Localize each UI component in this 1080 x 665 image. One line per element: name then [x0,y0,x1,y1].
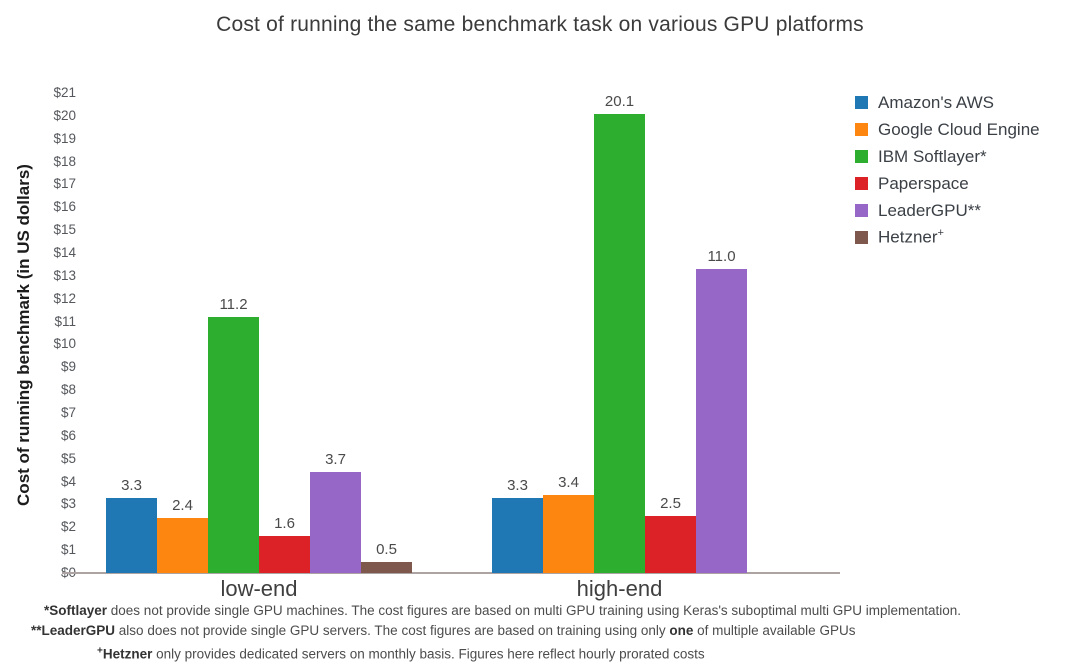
y-tick-label: $21 [53,85,76,100]
legend-swatch-icon [855,231,868,244]
legend-item-hetzner[interactable]: Hetzner+ [855,224,1040,251]
bar-ibm-softlayer-high-end[interactable] [594,113,645,573]
legend-item-ibm-softlayer-[interactable]: IBM Softlayer* [855,143,1040,170]
legend-item-leadergpu-[interactable]: LeaderGPU** [855,197,1040,224]
legend-swatch-icon [855,204,868,217]
legend-item-amazon-s-aws[interactable]: Amazon's AWS [855,89,1040,116]
chart-title: Cost of running the same benchmark task … [216,13,864,36]
legend-label-superscript: + [937,227,944,240]
bar-value-label: 20.1 [604,92,635,110]
y-tick-label: $16 [53,199,76,215]
footnote-text: only provides dedicated servers on month… [152,646,705,662]
bar-value-label: 3.3 [507,476,528,494]
footnotes: *Softlayer does not provide single GPU m… [0,601,1080,665]
legend-label: Amazon's AWS [878,92,994,112]
bar-value-label: 2.4 [172,497,193,515]
bar-google-cloud-engine-low-end[interactable] [157,518,208,573]
legend-swatch-icon [855,123,868,136]
footnote-emphasis: + [97,645,103,656]
y-tick-label: $11 [54,313,76,329]
bar-paperspace-low-end[interactable] [259,536,310,573]
y-tick-label: $19 [53,130,76,146]
legend-swatch-icon [855,150,868,163]
bar-ibm-softlayer-low-end[interactable] [208,317,259,573]
footnote-text: does not provide single GPU machines. Th… [107,603,962,618]
x-axis-line [62,572,840,574]
bar-leadergpu-high-end[interactable] [696,269,747,573]
y-tick-label: $8 [60,382,76,398]
bar-value-label: 3.4 [558,474,579,492]
legend-swatch-icon [855,96,868,109]
y-tick-label: $5 [60,450,76,466]
bar-value-label: 1.6 [274,515,295,533]
bar-value-label: 11.0 [707,248,736,265]
y-tick-label: $17 [53,176,76,192]
y-tick-label: $12 [53,290,76,306]
bar-value-label: 2.5 [660,494,681,512]
legend-label: IBM Softlayer* [878,146,987,166]
y-tick-label: $4 [60,473,76,489]
bar-paperspace-high-end[interactable] [645,515,696,573]
footnote-line-2: **LeaderGPU also does not provide single… [0,621,1080,641]
y-tick-label: $14 [53,245,76,260]
y-tick-label: $3 [60,496,76,512]
footnote-emphasis: Hetzner [102,646,153,662]
bar-value-label: 11.2 [219,296,248,313]
legend: Amazon's AWS Google Cloud Engine IBM Softl… [855,89,1040,251]
y-tick-label: $10 [53,336,76,352]
legend-label: Hetzner+ [878,227,944,247]
footnote-line-3: +Hetzner only provides dedicated servers… [0,641,1080,665]
footnote-emphasis: **LeaderGPU [31,623,116,638]
legend-item-google-cloud-engine[interactable]: Google Cloud Engine [855,116,1040,143]
y-tick-label: $9 [60,359,76,375]
y-tick-label: $7 [60,405,76,420]
bar-hetzner-low-end[interactable] [361,561,412,573]
y-tick-label: $18 [53,153,76,169]
footnote-emphasis: one [669,623,694,638]
y-tick-label: $2 [60,519,76,535]
legend-swatch-icon [855,177,868,190]
bar-google-cloud-engine-high-end[interactable] [543,495,594,573]
y-tick-label: $15 [53,222,76,238]
bar-amazon-s-aws-low-end[interactable] [106,497,157,573]
bar-leadergpu-low-end[interactable] [310,472,361,573]
legend-label: Google Cloud Engine [878,119,1040,139]
footnote-emphasis: *Softlayer [44,603,108,618]
legend-label: Paperspace [878,173,969,193]
legend-label: LeaderGPU** [878,200,982,220]
y-tick-label: $1 [60,542,76,558]
legend-item-paperspace[interactable]: Paperspace [855,170,1040,197]
y-tick-label: $6 [60,427,76,443]
footnote-text: of multiple available GPUs [693,623,856,638]
x-category-label-low-end: low-end [220,576,298,601]
y-tick-label: $20 [53,107,76,123]
footnote-text: also does not provide single GPU servers… [115,623,670,638]
bar-amazon-s-aws-high-end[interactable] [492,497,543,573]
footnote-line-1: *Softlayer does not provide single GPU m… [0,601,1080,621]
bar-value-label: 3.3 [121,476,142,494]
x-category-label-high-end: high-end [576,576,663,601]
y-tick-label: $13 [53,267,76,283]
bar-value-label: 3.7 [325,451,346,469]
bar-value-label: 0.5 [376,540,397,558]
